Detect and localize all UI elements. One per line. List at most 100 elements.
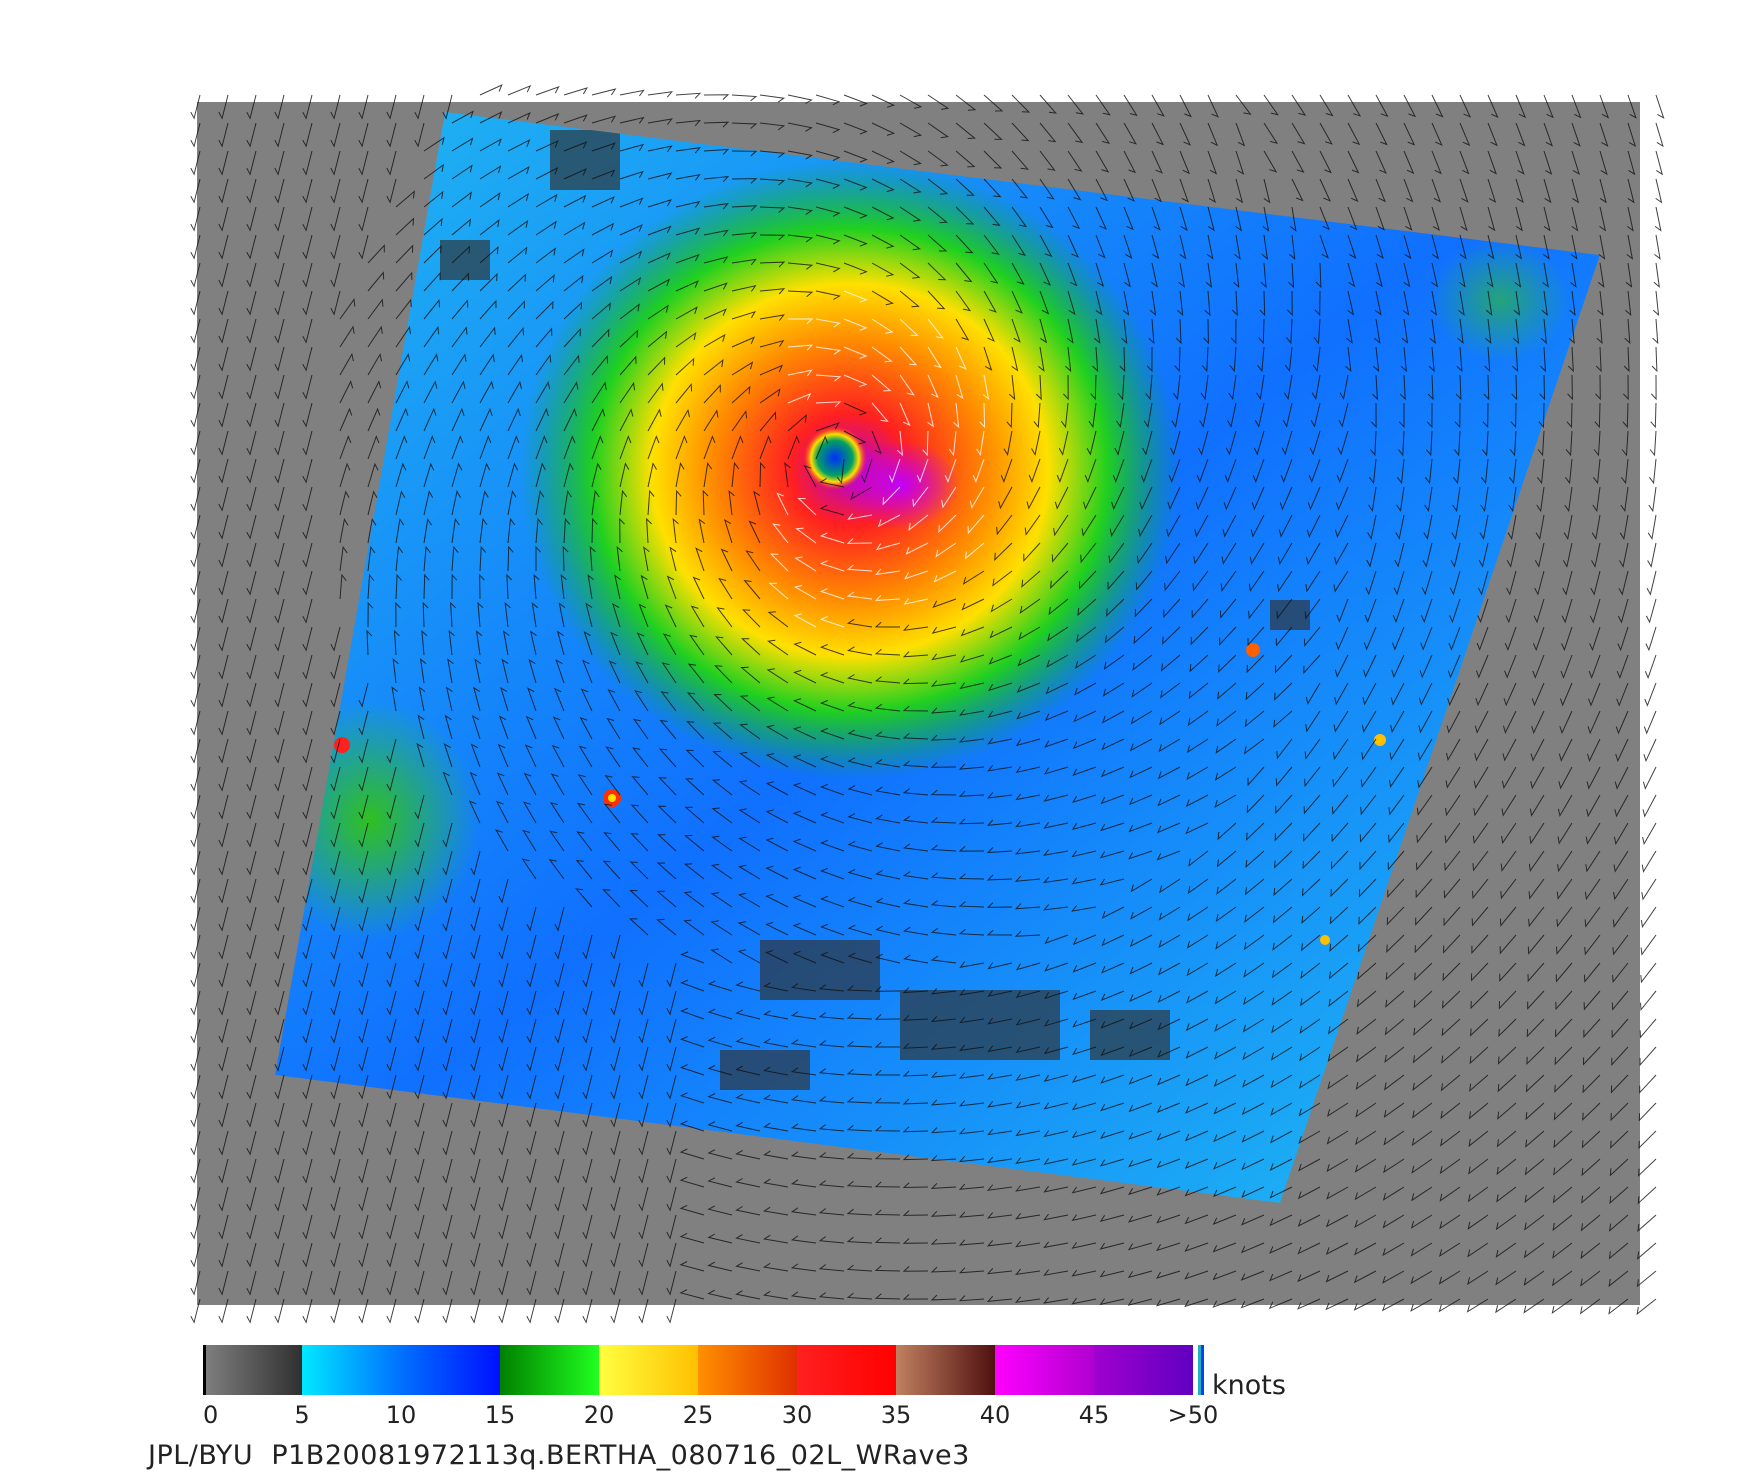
wind-barb <box>759 234 786 241</box>
wind-barb <box>246 290 257 316</box>
wind-barb <box>1639 1046 1657 1067</box>
wind-barb <box>274 598 285 624</box>
wind-barb <box>1474 738 1489 762</box>
wind-barb <box>246 402 257 428</box>
wind-barb <box>1045 682 1069 695</box>
wind-barb <box>1552 1214 1573 1232</box>
wind-barb <box>787 392 812 404</box>
wind-barb <box>190 94 201 120</box>
wind-barb <box>339 573 347 600</box>
wind-barb <box>1100 1046 1125 1057</box>
wind-barb <box>1599 178 1607 204</box>
wind-barb <box>899 178 922 194</box>
wind-barb <box>964 542 985 560</box>
wind-barb <box>874 703 901 712</box>
wind-barb <box>1553 1130 1573 1149</box>
wind-barb <box>1534 570 1545 596</box>
wind-barb <box>603 803 621 824</box>
wind-barb <box>1263 178 1271 204</box>
wind-barb <box>1636 1298 1657 1316</box>
wind-barb <box>330 206 341 232</box>
wind-barb <box>902 1154 929 1161</box>
wind-barb <box>535 166 559 180</box>
wind-barb <box>1281 430 1293 456</box>
wind-barb <box>646 517 652 544</box>
wind-barb <box>358 206 369 232</box>
wind-barb <box>675 357 695 376</box>
wind-barb <box>190 934 201 960</box>
wind-barb <box>302 290 313 316</box>
wind-barb <box>442 1102 453 1128</box>
wind-barb <box>998 486 1013 510</box>
wind-barb <box>1038 346 1045 372</box>
wind-barb <box>582 1130 593 1156</box>
wind-barb <box>470 1270 481 1296</box>
wind-barb <box>847 646 873 656</box>
wind-barb <box>414 1102 425 1128</box>
wind-barb <box>535 407 549 432</box>
wind-barb <box>1151 262 1158 288</box>
wind-barb <box>246 1158 257 1184</box>
wind-barb <box>1599 122 1609 147</box>
wind-barb <box>1259 290 1266 317</box>
wind-barb <box>496 772 509 796</box>
wind-barb <box>1515 178 1524 204</box>
wind-barb <box>1523 1270 1545 1286</box>
wind-barb <box>1224 458 1237 483</box>
wind-barb <box>1186 990 1209 1004</box>
wind-barb <box>1382 1242 1405 1257</box>
wind-barb <box>1373 318 1381 344</box>
wind-barb <box>1039 94 1058 114</box>
wind-barb <box>358 1270 369 1296</box>
wind-barb <box>522 801 537 824</box>
wind-barb <box>1370 430 1377 457</box>
wind-barb <box>958 1295 985 1302</box>
wind-barb <box>1389 766 1405 789</box>
wind-barb <box>1415 850 1433 871</box>
wind-barb <box>1304 738 1321 760</box>
wind-barb <box>720 548 733 572</box>
wind-barb <box>414 1018 425 1044</box>
wind-barb <box>218 346 229 372</box>
wind-barb <box>793 613 817 628</box>
wind-barb <box>479 573 485 600</box>
wind-barb <box>1194 514 1209 538</box>
wind-barb <box>1179 122 1191 146</box>
wind-barb <box>927 178 949 195</box>
wind-barb <box>606 717 621 740</box>
wind-barb <box>1411 1158 1433 1174</box>
wind-barb <box>1466 1298 1489 1313</box>
wind-barb <box>1499 962 1517 982</box>
wind-barb <box>563 141 588 152</box>
wind-barb <box>687 663 705 684</box>
wind-barb <box>479 353 495 376</box>
wind-barb <box>638 1270 649 1296</box>
wind-barb <box>1438 1270 1461 1285</box>
wind-barb <box>1248 598 1265 620</box>
wind-barb <box>987 764 1013 772</box>
wind-barb <box>1599 206 1607 232</box>
wind-barb <box>710 863 733 880</box>
wind-barb <box>339 325 355 348</box>
wind-barb <box>948 430 957 457</box>
wind-barb <box>1453 458 1461 485</box>
wind-barb <box>1207 122 1219 147</box>
wind-barb <box>1503 682 1517 707</box>
wind-barb <box>610 1270 621 1296</box>
wind-barb <box>535 435 548 460</box>
wind-barb <box>1459 262 1466 288</box>
wind-barb <box>451 435 464 460</box>
wind-barb <box>1625 262 1633 288</box>
wind-barb <box>1459 150 1470 175</box>
wind-barb <box>246 1298 257 1324</box>
wind-barb <box>743 579 761 600</box>
wind-barb <box>1129 738 1153 752</box>
wind-barb <box>1179 94 1192 118</box>
wind-barb <box>1272 934 1293 951</box>
wind-barb <box>680 1007 705 1020</box>
wind-barb <box>442 1298 453 1324</box>
wind-barb <box>1271 1018 1293 1034</box>
wind-barb <box>246 178 257 204</box>
wind-barb <box>707 980 733 992</box>
wind-barb <box>820 923 845 936</box>
